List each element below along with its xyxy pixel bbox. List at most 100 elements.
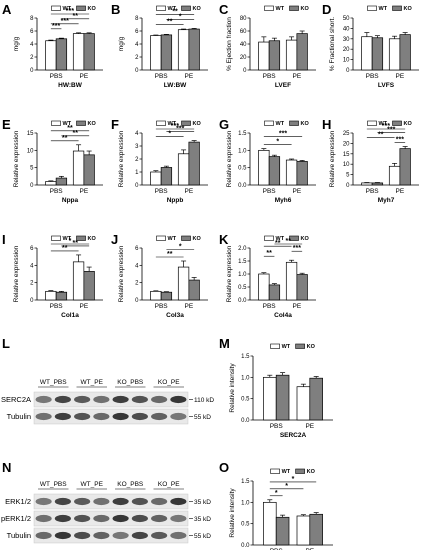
x-tick-label: PBS [155, 303, 169, 310]
protein-label: pERK1/2 [1, 514, 31, 523]
y-tick-label: 0.0 [238, 183, 247, 189]
lane-label: KO_PE [158, 379, 180, 386]
y-tick-label: 4 [30, 42, 34, 48]
x-axis-title: Myh6 [275, 197, 292, 204]
protein-label: SERC2A [1, 395, 31, 404]
legend-label-ko: KO [307, 469, 316, 475]
bar-ko-pbs [268, 284, 281, 301]
legend-swatch-wt [367, 5, 377, 11]
chart-O: O WT KO 0.0 0.5 1.0 1.5 Relative intensity PBS PE… [219, 460, 333, 550]
y-tick-label: 5 [346, 173, 350, 179]
y-tick-label: 0.0 [241, 418, 250, 424]
bar-wt-pe [72, 261, 85, 301]
y-tick-label: 20 [343, 141, 350, 147]
bar-ko-pbs [268, 156, 281, 186]
panel-letter-B: B [111, 2, 120, 17]
y-tick-label: 4 [135, 42, 139, 48]
y-tick-label: 3 [135, 144, 139, 150]
chart-H: H WT KO 0 5 10 15 20 25 Relative expression PBS PEM… [322, 117, 419, 204]
protein-band [112, 514, 129, 523]
y-tick-label: 0 [346, 68, 350, 74]
y-tick-label: 10 [343, 162, 350, 168]
protein-label: Tubulin [7, 412, 31, 421]
legend-swatch-wt [270, 343, 280, 349]
x-axis-title: Col3a [166, 312, 184, 319]
legend-swatch-wt [270, 468, 280, 474]
protein-band [54, 514, 71, 523]
legend-label-ko: KO [193, 236, 202, 242]
molecular-weight-label: 110 kD [194, 397, 214, 404]
protein-band [74, 514, 91, 523]
y-tick-label: 2 [30, 55, 34, 61]
significance-label: *** [66, 8, 74, 15]
x-tick-label: PE [396, 73, 405, 80]
bar-wt-pbs [45, 181, 57, 186]
y-tick-label: 0 [30, 298, 34, 304]
legend-label-ko: KO [404, 6, 413, 12]
protein-band [151, 412, 168, 421]
protein-band [131, 395, 148, 404]
significance-label: * [292, 476, 295, 483]
x-tick-label: PE [185, 73, 194, 80]
molecular-weight-label: 55 kD [194, 414, 211, 421]
protein-band [170, 395, 187, 404]
legend-label-wt: WT [379, 6, 388, 12]
y-tick-label: 0.0 [238, 298, 247, 304]
legend-label-ko: KO [88, 6, 97, 12]
y-tick-label: 4 [30, 263, 34, 269]
legend-label-wt: WT [168, 121, 177, 127]
legend-label-ko: KO [404, 121, 413, 127]
x-tick-label: PBS [50, 303, 64, 310]
bar-ko-pe [188, 141, 200, 186]
molecular-weight-label: 55 kD [194, 533, 211, 540]
y-tick-label: 8 [30, 16, 34, 22]
legend-label-wt: WT [276, 236, 285, 242]
y-tick-label: 0.5 [241, 522, 250, 528]
y-tick-label: 0 [30, 183, 34, 189]
y-axis-label: Relative intensity [229, 363, 236, 413]
panel-letter-L: L [2, 336, 10, 351]
y-tick-label: 6 [30, 29, 34, 35]
chart-C: C WT KO 0 20 40 60 80 % Ejection fraction PBS PELV… [219, 2, 316, 89]
x-tick-label: PBS [50, 73, 64, 80]
significance-label: ** [172, 8, 178, 15]
bar-ko-pbs [268, 40, 281, 71]
y-tick-label: 0.5 [238, 166, 247, 172]
significance-label: ** [73, 240, 79, 247]
protein-band [35, 497, 52, 506]
bar-ko-pbs [160, 167, 173, 186]
x-axis-title: Col4a [274, 312, 292, 319]
significance-label: * [69, 238, 72, 245]
significance-label: *** [387, 127, 395, 134]
bar-ko-pbs [371, 182, 384, 186]
x-axis-title: LW:BW [164, 82, 187, 89]
protein-band [74, 412, 91, 421]
protein-band [170, 531, 187, 540]
chart-D: D WT KO 0 10 20 30 40 50 % Fractional short. PBS PE… [322, 2, 419, 89]
panel-letter-J: J [111, 232, 118, 247]
legend-swatch-ko [392, 5, 402, 11]
protein-band [93, 412, 110, 421]
bar-ko-pe [83, 271, 95, 301]
blot-N: N WT_PBS WT_PE KO_PBS KO_PE ERK1/2 35 kD pERK1/… [1, 460, 211, 544]
legend-label-ko: KO [301, 236, 310, 242]
legend-swatch-wt [264, 5, 274, 11]
bar-wt-pe [72, 150, 85, 186]
panel-letter-F: F [111, 117, 119, 132]
protein-band [54, 497, 71, 506]
x-axis-title: LVEF [275, 82, 291, 89]
y-tick-label: 10 [27, 148, 34, 154]
blot-strip [33, 510, 189, 527]
protein-band [170, 514, 187, 523]
bar-ko-pbs [275, 516, 290, 546]
significance-label: *** [382, 123, 390, 130]
y-tick-label: 10 [343, 58, 350, 64]
bar-wt-pbs [45, 40, 57, 71]
bar-ko-pbs [55, 291, 68, 301]
blot-strip [33, 493, 189, 510]
bar-ko-pe [399, 148, 411, 186]
y-tick-label: 1.5 [241, 479, 250, 485]
y-tick-label: 0 [243, 68, 247, 74]
panel-letter-E: E [2, 117, 11, 132]
